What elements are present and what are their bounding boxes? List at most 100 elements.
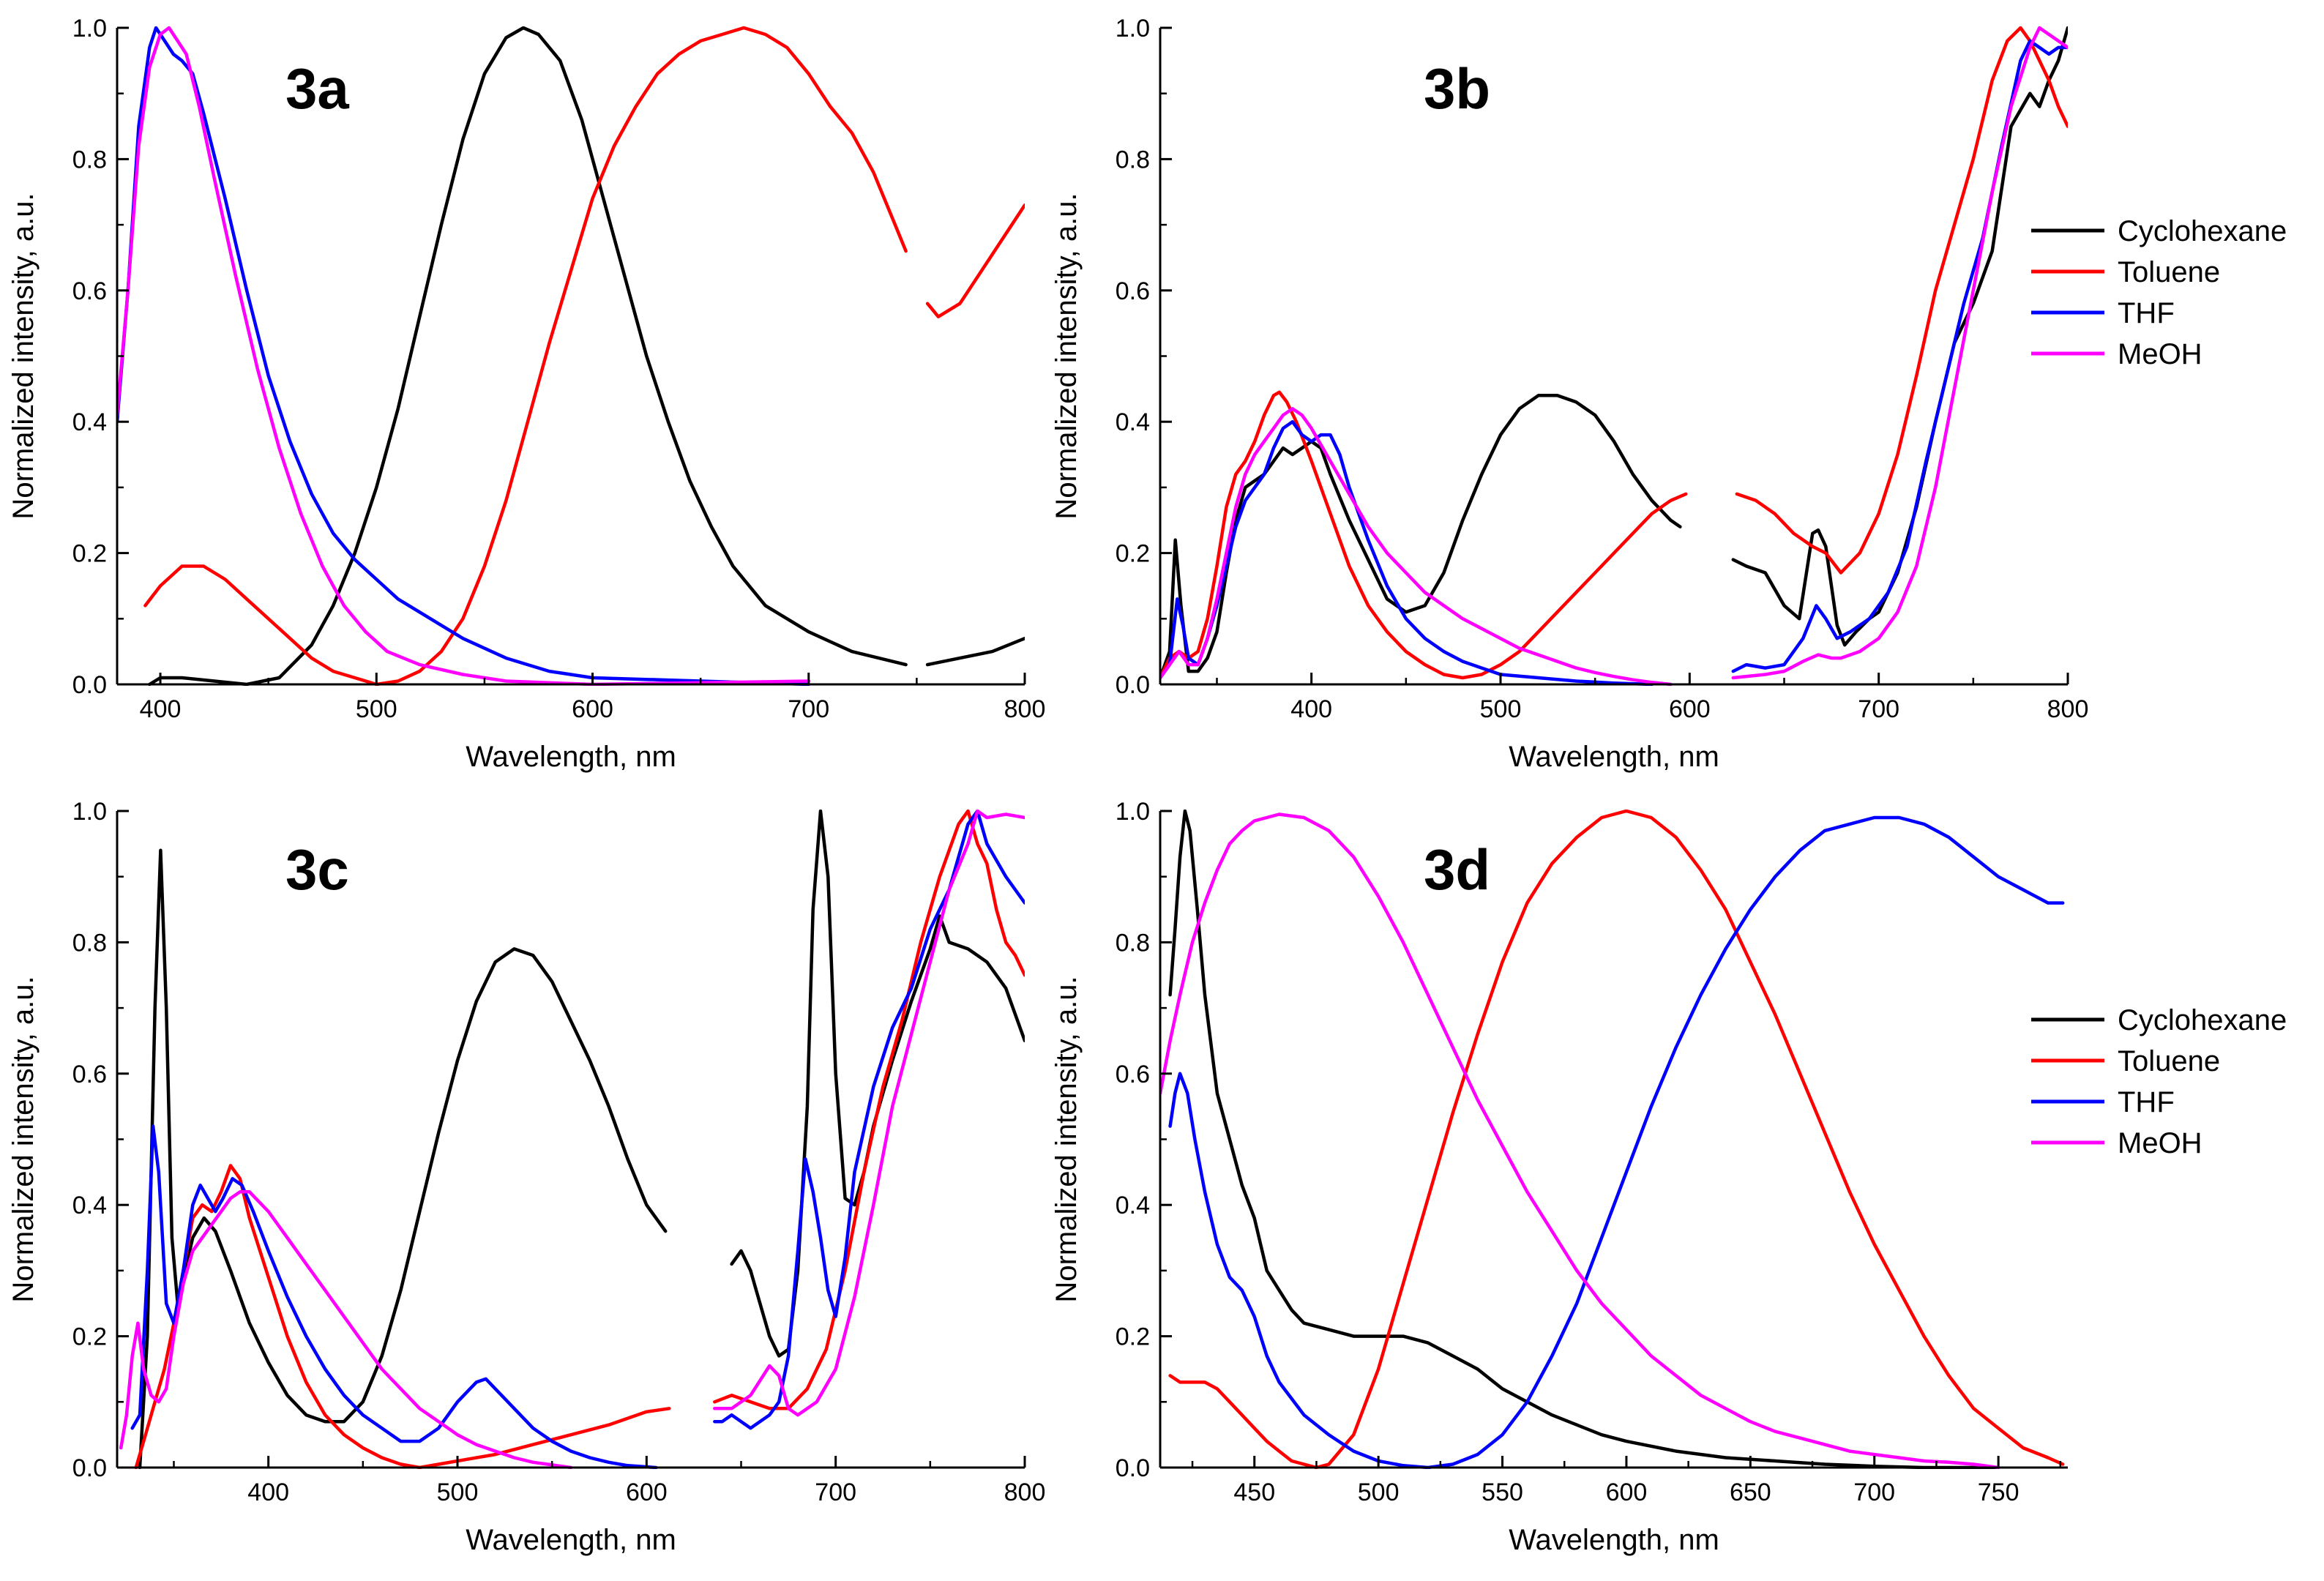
y-tick-label: 0.4: [1116, 1192, 1150, 1219]
legend-label-toluene: Toluene: [2118, 1045, 2220, 1077]
x-tick-label: 500: [1358, 1479, 1400, 1506]
x-axis-label: Wavelength, nm: [1509, 741, 1719, 773]
y-tick-label: 1.0: [72, 798, 107, 826]
panel-title: 3a: [285, 56, 349, 121]
series-line-toluene-2: [925, 203, 1025, 318]
y-tick-label: 0.4: [1116, 408, 1150, 436]
x-tick-label: 500: [356, 695, 397, 723]
series-line-meoh-1: [119, 1190, 573, 1469]
series-group: [1160, 26, 2068, 686]
series-line-meoh-1: [1160, 407, 1673, 686]
series-group: [1160, 810, 2065, 1469]
y-tick-label: 0.4: [72, 408, 107, 436]
series-line-thf-2: [713, 810, 1025, 1430]
legend-label-meoh: MeOH: [2118, 1127, 2202, 1159]
y-tick-label: 1.0: [1116, 15, 1150, 42]
panel-3b: 400 500 600 700 800 0.0 0.2 0.4 0.6 0.8 1.0 Wavelen…: [1050, 15, 2287, 773]
x-tick-label: 800: [1004, 1479, 1046, 1506]
x-tick-label: 600: [626, 1479, 668, 1506]
y-tick-label: 1.0: [1116, 798, 1150, 826]
series-group: [119, 810, 1025, 1469]
panel-title: 3c: [285, 837, 349, 902]
legend: Cyclohexane Toluene THF MeOH: [2031, 1004, 2287, 1159]
legend-label-toluene: Toluene: [2118, 256, 2220, 288]
y-tick-label: 0.8: [1116, 929, 1150, 957]
y-tick-label: 0.8: [72, 929, 107, 957]
series-line-cyclohexane-1: [138, 848, 668, 1469]
y-axis-label: Normalized intensity, a.u.: [7, 976, 40, 1302]
x-tick-label: 600: [572, 695, 613, 723]
series-line-meoh-2: [1731, 26, 2068, 680]
x-axis-label: Wavelength, nm: [1509, 1524, 1719, 1556]
series-line-cyclohexane-1: [1168, 810, 2000, 1469]
x-tick-label: 750: [1978, 1479, 2020, 1506]
y-tick-label: 0.6: [1116, 1061, 1150, 1088]
y-tick-label: 0.6: [72, 277, 107, 305]
series-line-cyclohexane-2: [730, 810, 1025, 1358]
series-line-meoh-1: [1160, 812, 2000, 1469]
y-tick-label: 0.2: [1116, 540, 1150, 568]
series-line-toluene-2: [1735, 26, 2068, 575]
y-tick-label: 1.0: [72, 15, 107, 42]
panel-3a: 400 500 600 700 800 0.0 0.2 0.4 0.6 0.8 1.0 Wavelen…: [7, 15, 1045, 773]
legend-label-thf: THF: [2118, 297, 2175, 329]
x-tick-label: 800: [1004, 695, 1046, 723]
x-tick-label: 550: [1482, 1479, 1523, 1506]
x-tick-label: 400: [140, 695, 182, 723]
series-line-toluene-1: [1168, 810, 2065, 1469]
legend-label-meoh: MeOH: [2118, 338, 2202, 370]
series-line-thf-1: [1168, 815, 2065, 1469]
series-group: [117, 26, 1025, 686]
legend: Cyclohexane Toluene THF MeOH: [2031, 215, 2287, 370]
series-line-toluene-1: [143, 26, 908, 686]
y-tick-label: 0.2: [72, 1323, 107, 1351]
y-tick-label: 0.2: [1116, 1323, 1150, 1351]
y-axis-label: Normalized intensity, a.u.: [1050, 976, 1083, 1302]
x-tick-label: 700: [1853, 1479, 1895, 1506]
x-tick-label: 700: [1858, 695, 1899, 723]
y-tick-label: 0.2: [72, 540, 107, 568]
series-line-meoh-1: [117, 26, 811, 686]
y-tick-label: 0.0: [1116, 671, 1150, 699]
y-axis-label: Normalized intensity, a.u.: [1050, 193, 1083, 519]
y-tick-label: 0.8: [1116, 146, 1150, 173]
x-axis-label: Wavelength, nm: [466, 741, 676, 773]
panel-3d: 450 500 550 600 650 700 750 0.0 0.2 0.4 0.6 0.8 1.0 W…: [1050, 798, 2287, 1556]
y-tick-label: 0.0: [72, 1454, 107, 1482]
series-line-meoh-2: [713, 810, 1025, 1417]
series-line-thf-1: [1160, 419, 1654, 686]
legend-label-cyclohexane: Cyclohexane: [2118, 215, 2287, 247]
x-tick-label: 500: [437, 1479, 479, 1506]
x-tick-label: 650: [1730, 1479, 1771, 1506]
series-line-cyclohexane-1: [1160, 394, 1682, 680]
y-tick-label: 0.0: [1116, 1454, 1150, 1482]
x-tick-label: 700: [788, 695, 829, 723]
x-tick-label: 600: [1606, 1479, 1648, 1506]
legend-label-thf: THF: [2118, 1086, 2175, 1118]
series-line-thf-2: [1731, 39, 2068, 673]
series-line-cyclohexane-1: [148, 26, 908, 686]
series-line-thf-1: [130, 1124, 658, 1469]
series-line-cyclohexane-2: [925, 636, 1025, 667]
legend-label-cyclohexane: Cyclohexane: [2118, 1004, 2287, 1036]
series-line-thf-1: [117, 26, 811, 686]
y-tick-label: 0.0: [72, 671, 107, 699]
panel-title: 3b: [1424, 56, 1490, 121]
x-axis-label: Wavelength, nm: [466, 1524, 676, 1556]
series-line-cyclohexane-2: [1731, 26, 2068, 647]
series-line-toluene-1: [1160, 390, 1688, 680]
x-tick-label: 400: [247, 1479, 289, 1506]
x-tick-label: 800: [2047, 695, 2089, 723]
x-tick-label: 600: [1669, 695, 1711, 723]
x-tick-label: 500: [1480, 695, 1522, 723]
y-tick-label: 0.6: [72, 1061, 107, 1088]
x-tick-label: 450: [1233, 1479, 1275, 1506]
panel-title: 3d: [1424, 837, 1490, 902]
x-tick-label: 400: [1290, 695, 1332, 723]
y-tick-label: 0.6: [1116, 277, 1150, 305]
y-axis-label: Normalized intensity, a.u.: [7, 193, 40, 519]
panel-3c: 400 500 600 700 800 0.0 0.2 0.4 0.6 0.8 1.0 Wavelen…: [7, 798, 1045, 1556]
x-tick-label: 700: [815, 1479, 856, 1506]
y-tick-label: 0.4: [72, 1192, 107, 1219]
